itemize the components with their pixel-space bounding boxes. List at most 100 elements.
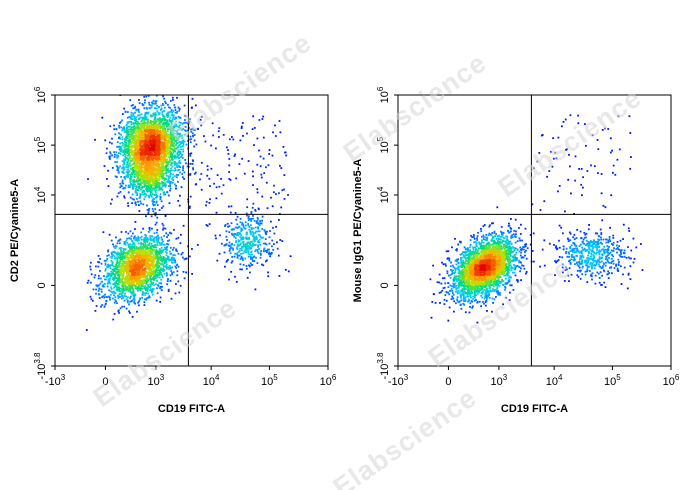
event-dot <box>144 101 146 104</box>
event-dot <box>166 236 168 238</box>
event-dot <box>135 261 138 264</box>
event-dot <box>130 278 133 281</box>
event-dot <box>158 252 161 255</box>
event-dot <box>229 252 232 255</box>
event-dot <box>143 273 146 276</box>
event-dot <box>118 270 121 273</box>
event-dot <box>145 257 148 260</box>
event-dot <box>169 100 172 102</box>
event-dot <box>136 194 139 196</box>
event-dot <box>158 188 161 191</box>
event-dot <box>138 179 141 182</box>
event-dot <box>170 142 173 144</box>
event-dot <box>151 250 154 253</box>
event-dot <box>118 146 120 148</box>
event-dot <box>157 269 160 272</box>
event-dot <box>153 121 156 123</box>
event-dot <box>269 230 271 232</box>
event-dot <box>128 125 131 128</box>
event-dot <box>161 174 163 176</box>
event-dot <box>146 239 149 242</box>
event-dot <box>164 123 166 126</box>
event-dot <box>152 267 155 270</box>
event-dot <box>129 277 132 280</box>
event-dot <box>191 273 193 275</box>
event-dot <box>134 190 137 192</box>
event-dot <box>131 163 134 166</box>
event-dot <box>131 286 134 288</box>
event-dot <box>101 280 103 283</box>
event-dot <box>168 139 170 142</box>
event-dot <box>151 171 154 174</box>
event-dot <box>140 168 143 171</box>
event-dot <box>257 230 259 233</box>
event-dot <box>150 252 153 255</box>
event-dot <box>117 192 120 195</box>
event-dot <box>121 292 124 295</box>
event-dot <box>162 173 164 176</box>
event-dot <box>246 241 249 244</box>
event-dot <box>263 248 265 251</box>
event-dot <box>147 184 150 186</box>
event-dot <box>131 168 134 170</box>
event-dot <box>122 255 124 257</box>
event-dot <box>107 275 110 278</box>
event-dot <box>114 292 117 295</box>
event-dot <box>119 182 122 185</box>
event-dot <box>130 246 132 248</box>
event-dot <box>125 260 128 263</box>
event-dot <box>146 209 149 211</box>
event-dot <box>162 228 164 231</box>
event-dot <box>109 275 112 278</box>
event-dot <box>235 233 238 236</box>
event-dot <box>122 187 125 190</box>
event-dot <box>130 285 132 288</box>
event-dot <box>103 275 105 278</box>
event-dot <box>168 250 171 253</box>
event-dot <box>142 256 145 259</box>
event-dot <box>137 200 139 203</box>
event-dot <box>266 249 269 252</box>
event-dot <box>196 128 199 130</box>
event-dot <box>170 164 172 166</box>
event-dot <box>107 265 110 268</box>
event-dot <box>172 173 174 176</box>
event-dot <box>118 293 121 296</box>
event-dot <box>164 227 167 230</box>
event-dot <box>170 172 172 175</box>
event-dot <box>256 191 259 194</box>
event-dot <box>147 121 150 124</box>
event-dot <box>105 302 107 305</box>
event-dot <box>115 165 118 167</box>
event-dot <box>162 157 165 159</box>
event-dot <box>109 298 111 301</box>
event-dot <box>250 246 253 248</box>
event-dot <box>231 232 233 235</box>
event-dot <box>129 284 131 287</box>
event-dot <box>247 160 250 162</box>
event-dot <box>167 113 170 115</box>
event-dot <box>161 263 164 265</box>
event-dot <box>87 279 90 282</box>
event-dot <box>154 223 157 226</box>
event-dot <box>145 245 148 248</box>
event-dot <box>134 147 137 150</box>
event-dot <box>151 189 153 192</box>
event-dot <box>120 292 123 295</box>
event-dot <box>134 183 136 186</box>
event-dot <box>121 285 123 287</box>
event-dot <box>245 237 248 240</box>
event-dot <box>154 185 157 188</box>
event-dot <box>158 126 160 129</box>
event-dot <box>168 231 171 234</box>
event-dot <box>251 235 254 237</box>
event-dot <box>132 114 135 117</box>
event-dot <box>124 264 126 267</box>
event-dot <box>132 188 134 190</box>
event-dot <box>177 128 180 131</box>
event-dot <box>121 273 123 276</box>
event-dot <box>138 123 141 125</box>
event-dot <box>146 161 148 164</box>
event-dot <box>254 226 257 229</box>
event-dot <box>159 258 161 261</box>
